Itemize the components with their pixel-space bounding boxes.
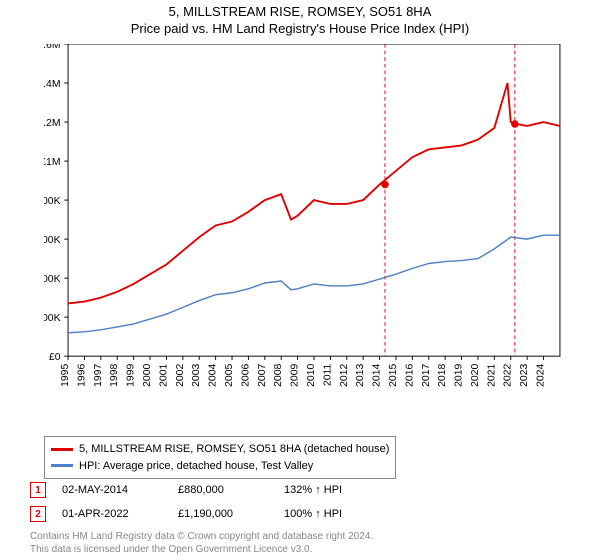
svg-text:1996: 1996 [76,364,87,387]
footer-line2: This data is licensed under the Open Gov… [30,544,373,557]
legend-row: HPI: Average price, detached house, Test… [51,458,389,475]
svg-text:2018: 2018 [437,364,448,387]
svg-text:£1.2M: £1.2M [44,118,60,129]
svg-text:2001: 2001 [158,364,169,387]
legend: 5, MILLSTREAM RISE, ROMSEY, SO51 8HA (de… [44,436,396,479]
legend-label: HPI: Average price, detached house, Test… [79,458,313,475]
svg-text:2019: 2019 [454,364,465,387]
svg-text:1998: 1998 [109,364,120,387]
svg-text:2009: 2009 [290,364,301,387]
svg-text:2012: 2012 [339,364,350,387]
svg-text:2020: 2020 [470,364,481,387]
svg-text:2010: 2010 [306,364,317,387]
svg-text:1997: 1997 [93,364,104,387]
sale-pct: 100% ↑ HPI [284,508,342,520]
svg-text:2013: 2013 [355,364,366,387]
legend-row: 5, MILLSTREAM RISE, ROMSEY, SO51 8HA (de… [51,441,389,458]
footer-attribution: Contains HM Land Registry data © Crown c… [30,531,373,556]
svg-text:2008: 2008 [273,364,284,387]
svg-text:£1.4M: £1.4M [44,79,60,90]
svg-text:2015: 2015 [388,364,399,387]
chart-titles: 5, MILLSTREAM RISE, ROMSEY, SO51 8HA Pri… [0,0,600,36]
svg-text:£600K: £600K [44,235,61,246]
svg-text:2000: 2000 [142,364,153,387]
sale-row-2: 2 01-APR-2022 £1,190,000 100% ↑ HPI [30,506,342,522]
price-chart: £0 £200K £400K £600K £800K £1M £1.2M £1.4M £1.6M… [44,44,584,394]
svg-text:2022: 2022 [503,364,514,387]
title-address: 5, MILLSTREAM RISE, ROMSEY, SO51 8HA [0,4,600,19]
svg-text:£800K: £800K [44,196,61,207]
svg-text:2004: 2004 [208,364,219,387]
svg-text:£0: £0 [49,352,61,363]
sale-row-1: 1 02-MAY-2014 £880,000 132% ↑ HPI [30,482,342,498]
svg-text:2023: 2023 [519,364,530,387]
svg-text:2005: 2005 [224,364,235,387]
legend-swatch [51,448,73,451]
sale-marker-2: 2 [30,506,46,522]
title-subtitle: Price paid vs. HM Land Registry's House … [0,21,600,36]
svg-text:£1M: £1M [44,157,60,168]
svg-text:2006: 2006 [240,364,251,387]
svg-text:1999: 1999 [126,364,137,387]
sale-marker-1: 1 [30,482,46,498]
svg-text:2002: 2002 [175,364,186,387]
svg-text:£200K: £200K [44,313,61,324]
svg-text:£1.6M: £1.6M [44,44,60,51]
footer-line1: Contains HM Land Registry data © Crown c… [30,531,373,544]
svg-text:2017: 2017 [421,364,432,387]
sale-pct: 132% ↑ HPI [284,484,342,496]
svg-text:£400K: £400K [44,274,61,285]
svg-text:1995: 1995 [60,364,71,387]
svg-text:2011: 2011 [322,364,333,387]
svg-text:2021: 2021 [486,364,497,387]
svg-text:2014: 2014 [372,364,383,387]
sale-date: 02-MAY-2014 [62,484,162,496]
svg-text:2024: 2024 [536,364,547,387]
sale-price: £1,190,000 [178,508,268,520]
sale-price: £880,000 [178,484,268,496]
sale-date: 01-APR-2022 [62,508,162,520]
svg-text:2016: 2016 [404,364,415,387]
svg-text:2007: 2007 [257,364,268,387]
svg-text:2003: 2003 [191,364,202,387]
legend-label: 5, MILLSTREAM RISE, ROMSEY, SO51 8HA (de… [79,441,389,458]
legend-swatch [51,464,73,467]
